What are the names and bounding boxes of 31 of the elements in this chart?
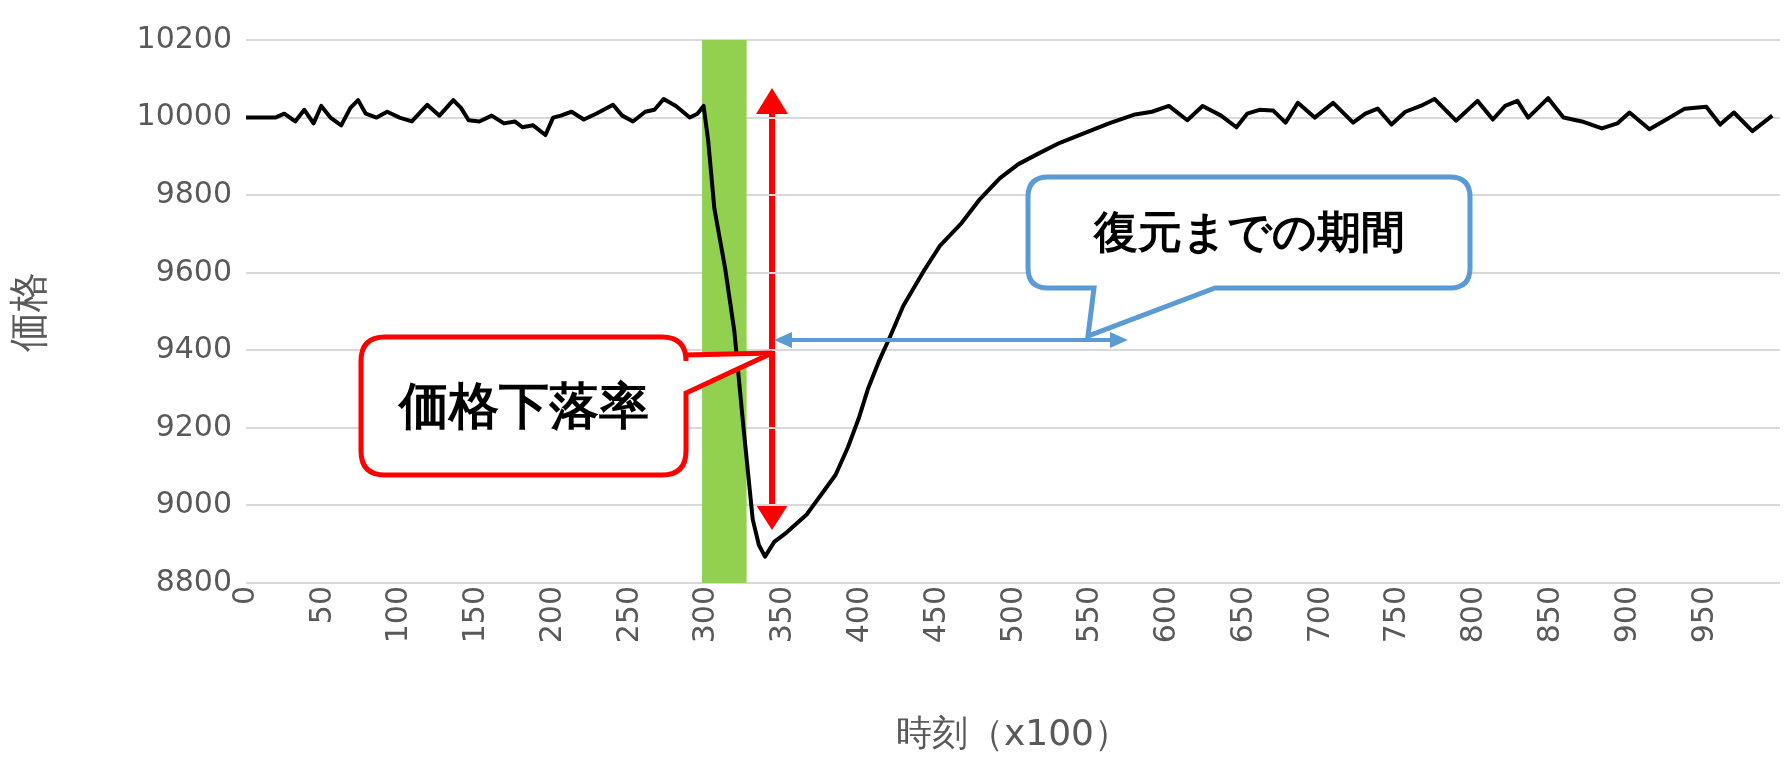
x-tick-label: 500 [993,586,1029,644]
x-tick-label: 300 [686,586,722,644]
x-tick-label: 550 [1070,586,1106,644]
y-tick-label: 10000 [136,97,232,133]
annotation: 復元までの期間 [1092,205,1406,259]
y-tick-label: 9000 [155,485,232,521]
annotation: 価格下落率 [397,375,650,437]
x-tick-label: 200 [532,586,568,644]
x-tick-label: 400 [840,586,876,644]
x-tick-label: 700 [1300,586,1336,644]
x-tick-label: 100 [379,586,415,644]
y-tick-label: 9800 [155,174,232,210]
x-tick-label: 950 [1684,586,1720,644]
x-tick-label: 850 [1531,586,1566,644]
x-tick-label: 800 [1454,586,1490,644]
x-tick-label: 450 [916,586,952,644]
x-tick-label: 750 [1377,586,1413,644]
x-axis-title: 時刻（x100） [895,711,1131,753]
y-axis-title: 価格 [5,271,52,352]
x-tick-label: 250 [609,586,645,644]
x-tick-label: 650 [1223,586,1259,644]
x-tick-label: 600 [1147,586,1183,644]
y-tick-label: 8800 [155,562,232,598]
y-tick-label: 9600 [155,252,232,288]
x-tick-label: 350 [763,586,799,644]
x-tick-label: 150 [456,586,492,644]
x-tick-label: 900 [1607,586,1643,644]
y-tick-label: 9200 [155,407,232,443]
x-tick-label: 50 [302,586,338,625]
y-tick-label: 10200 [136,19,232,55]
y-tick-label: 9400 [155,330,232,366]
